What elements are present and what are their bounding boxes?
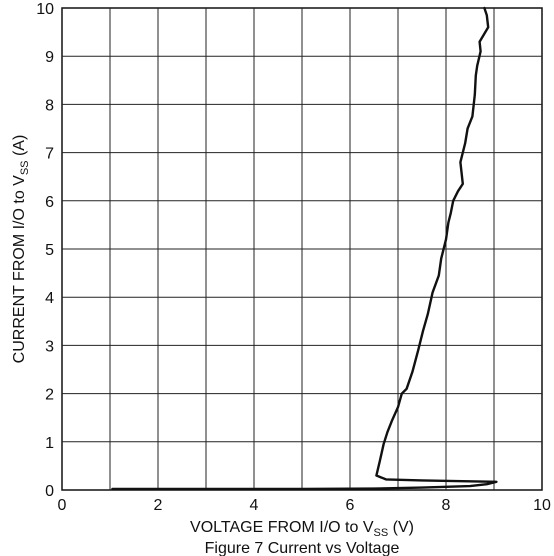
y-tick-label: 10: [36, 1, 54, 18]
y-axis-label: CURRENT FROM I/O to VSS (A): [11, 135, 31, 364]
y-tick-label: 1: [45, 435, 54, 452]
series-group: [111, 6, 498, 491]
y-tick-label: 9: [45, 49, 54, 66]
y-tick-label: 6: [45, 194, 54, 211]
y-tick-label: 8: [45, 97, 54, 114]
y-tick-label: 4: [45, 290, 54, 307]
x-tick-label: 10: [533, 497, 551, 514]
x-axis-label: VOLTAGE FROM I/O to VSS (V): [190, 519, 414, 539]
figure-caption: Figure 7 Current vs Voltage: [205, 540, 400, 556]
series-line: [111, 6, 498, 491]
x-tick-label: 4: [250, 497, 259, 514]
y-tick-labels: 0 1 2 3 4 5 6 7 8 9 10: [36, 1, 54, 500]
y-tick-label: 2: [45, 387, 54, 404]
y-tick-label: 3: [45, 338, 54, 355]
x-tick-label: 0: [58, 497, 67, 514]
x-tick-labels: 0 2 4 6 8 10: [58, 497, 551, 514]
y-tick-label: 0: [45, 483, 54, 500]
x-tick-label: 2: [154, 497, 163, 514]
x-tick-label: 8: [442, 497, 451, 514]
x-tick-label: 6: [346, 497, 355, 514]
y-tick-label: 5: [45, 242, 54, 259]
y-tick-label: 7: [45, 146, 54, 163]
